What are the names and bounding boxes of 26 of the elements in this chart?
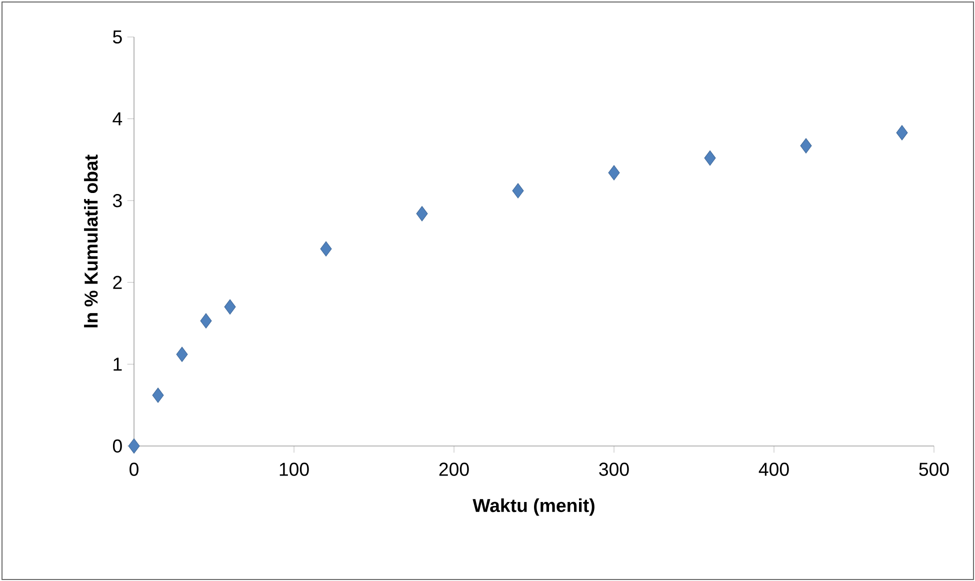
point: [152, 388, 164, 403]
x-tick-label: 200: [439, 462, 469, 476]
x-tick-label: 500: [919, 462, 949, 476]
y-axis-title: ln % Kumulatif obat: [84, 154, 98, 328]
y-tick-label: 3: [112, 194, 122, 208]
x-tick-label: 0: [130, 462, 138, 476]
point: [896, 125, 908, 140]
x-axis-title: Waktu (menit): [472, 498, 594, 516]
point: [800, 138, 812, 154]
point: [416, 206, 428, 222]
point: [200, 313, 212, 328]
y-tick-label: 2: [113, 276, 122, 289]
point: [608, 165, 620, 180]
point: [512, 183, 524, 198]
y-tick-label: 5: [113, 30, 122, 44]
point: [320, 241, 332, 256]
point: [176, 346, 188, 362]
point: [224, 299, 236, 315]
point: [128, 438, 140, 454]
x-tick-label: 300: [599, 462, 629, 476]
point: [704, 150, 716, 166]
y-tick-label: 1: [114, 358, 122, 371]
x-tick-label: 100: [280, 462, 309, 476]
x-tick-label: 400: [758, 462, 789, 476]
y-tick-label: 0: [112, 439, 122, 453]
y-tick-label: 4: [112, 112, 122, 126]
